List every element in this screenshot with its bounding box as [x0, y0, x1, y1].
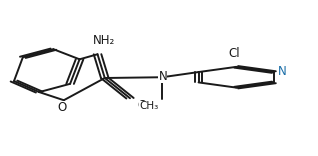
- Text: O: O: [58, 101, 67, 114]
- Text: CH₃: CH₃: [139, 101, 159, 111]
- Text: NH₂: NH₂: [93, 34, 115, 47]
- Text: O: O: [137, 99, 147, 112]
- Text: N: N: [158, 70, 167, 83]
- Text: N: N: [278, 65, 287, 78]
- Text: Cl: Cl: [229, 47, 240, 60]
